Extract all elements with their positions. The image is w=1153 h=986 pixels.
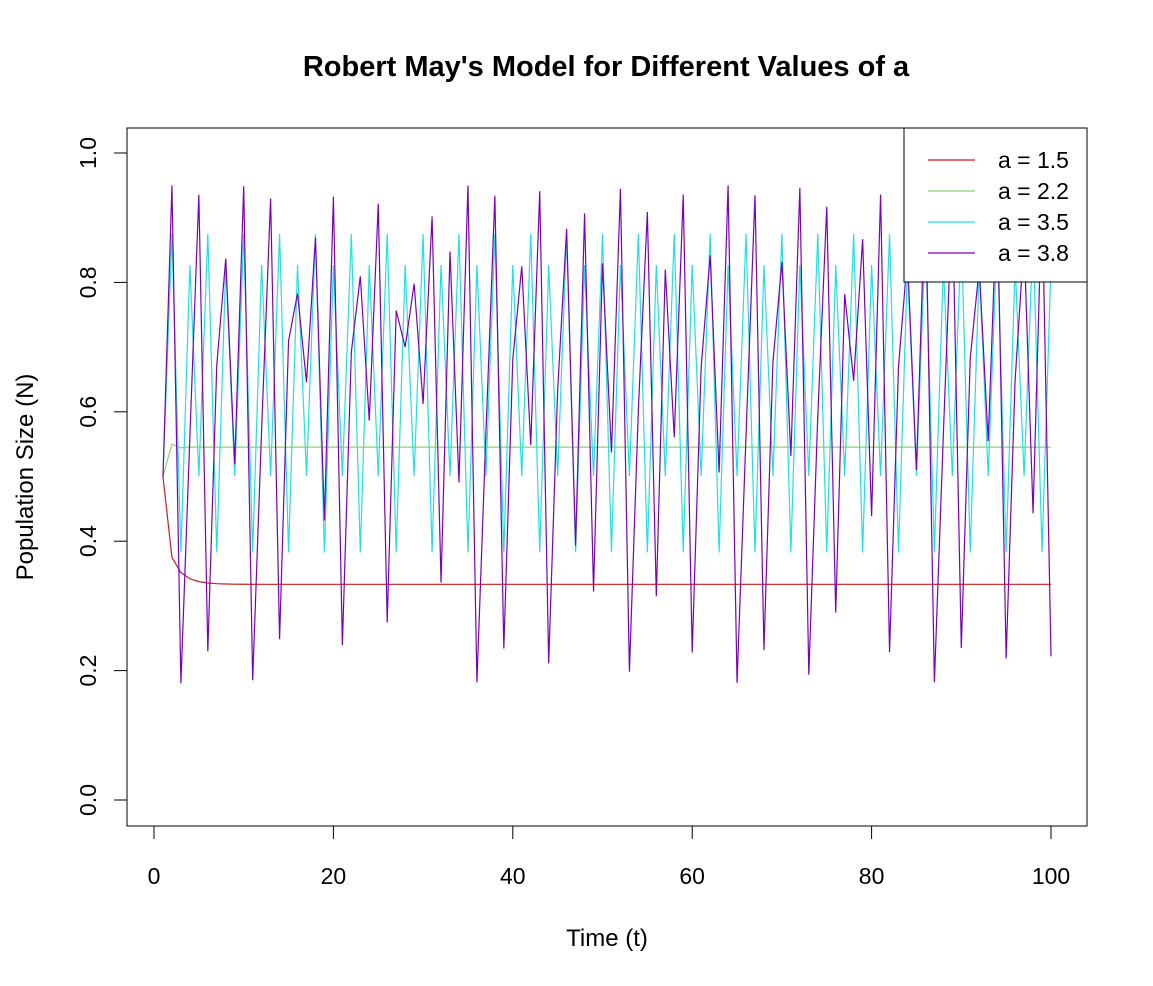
y-tick-label: 0.8 bbox=[75, 266, 101, 298]
x-tick-label: 100 bbox=[1032, 863, 1070, 889]
x-tick-label: 80 bbox=[859, 863, 885, 889]
series-line-3 bbox=[162, 233, 1052, 553]
x-tick-label: 60 bbox=[679, 863, 705, 889]
series-layer bbox=[162, 185, 1052, 684]
x-axis-label: Time (t) bbox=[566, 925, 648, 952]
y-axis-label: Population Size (N) bbox=[12, 374, 39, 581]
series-line-2 bbox=[162, 443, 1051, 477]
x-tick-label: 40 bbox=[500, 863, 526, 889]
legend: a = 1.5 a = 2.2 a = 3.5 a = 3.8 bbox=[903, 127, 1088, 283]
series-line-4 bbox=[162, 185, 1052, 684]
y-tick-label: 0.6 bbox=[75, 396, 101, 428]
chart-title: Robert May's Model for Different Values … bbox=[303, 51, 910, 83]
y-tick-label: 0.0 bbox=[75, 784, 101, 816]
y-tick-label: 0.2 bbox=[75, 655, 101, 687]
x-axis: 0 20 40 60 80 100 bbox=[148, 825, 1070, 889]
legend-label-3: a = 3.5 bbox=[998, 209, 1069, 235]
legend-label-4: a = 3.8 bbox=[998, 240, 1069, 266]
x-tick-label: 20 bbox=[321, 863, 347, 889]
legend-label-1: a = 1.5 bbox=[998, 147, 1069, 173]
legend-box bbox=[903, 127, 1088, 283]
y-tick-label: 1.0 bbox=[75, 137, 101, 169]
x-tick-label: 0 bbox=[148, 863, 161, 889]
y-axis: 0.0 0.2 0.4 0.6 0.8 1.0 bbox=[75, 137, 128, 816]
y-tick-label: 0.4 bbox=[75, 525, 101, 557]
legend-label-2: a = 2.2 bbox=[998, 178, 1069, 204]
series-line-1 bbox=[162, 476, 1051, 585]
